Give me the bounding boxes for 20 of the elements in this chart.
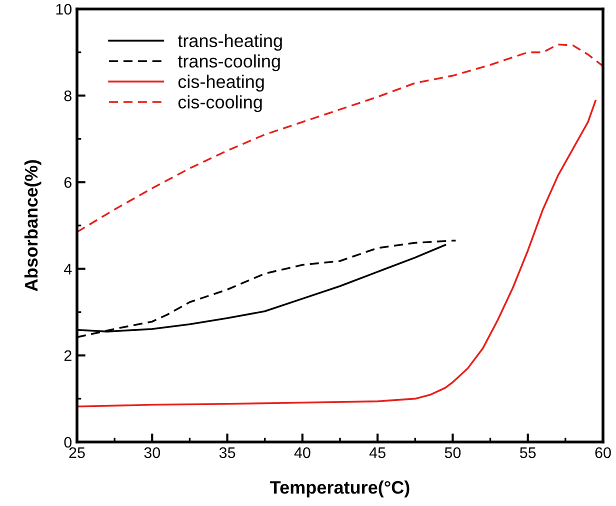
y-tick-label: 0 [64,436,72,448]
x-tick-label: 40 [294,447,310,458]
y-tick-label: 8 [64,90,72,102]
x-tick-label: 55 [520,447,536,458]
x-tick-label: 30 [144,447,160,458]
x-axis-title: Temperature(°C) [270,480,410,498]
y-tick-label: 6 [64,177,72,188]
y-tick-label: 10 [56,4,72,15]
y-tick-label: 2 [64,350,72,361]
x-tick-label: 50 [444,447,461,458]
y-axis-title: Absorbance(%) [24,160,42,292]
x-tick-label: 60 [595,447,611,458]
y-tick-label: 4 [64,264,72,274]
x-tick-label: 35 [219,447,236,458]
legend-label: cis-heating [178,74,264,92]
legend-label: trans-heating [178,34,282,51]
legend-label: trans-cooling [178,54,280,72]
x-tick-label: 25 [69,447,85,458]
x-tick-label: 45 [369,447,386,458]
legend-label: cis-cooling [178,95,262,112]
